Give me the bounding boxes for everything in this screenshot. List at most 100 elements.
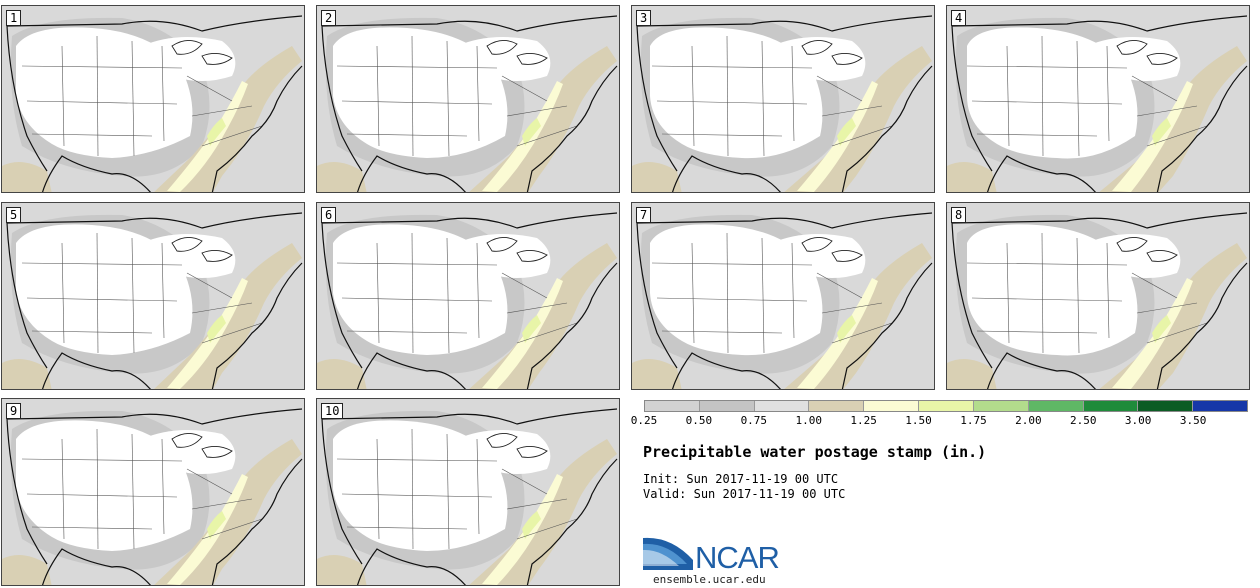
precip-water-map [2,6,304,192]
state-border [341,100,493,105]
pw-dry-region [1087,234,1181,278]
logo-url[interactable]: ensemble.ucar.edu [653,573,766,586]
pw-higher-band [482,81,563,192]
state-border [376,242,380,344]
page-title: Precipitable water postage stamp (in.) [643,443,987,461]
state-border [966,65,1128,69]
pw-dry-region [16,224,193,355]
pw-higher-band [167,474,248,585]
precip-water-map [947,6,1249,192]
precip-water-map [947,203,1249,389]
state-border [516,518,578,540]
precip-water-map [632,203,934,389]
pw-dry-region [457,430,551,474]
member-panel-8[interactable]: 8 [946,202,1250,390]
member-panel-2[interactable]: 2 [316,5,620,193]
pw-highest-band [522,511,541,539]
member-panel-1[interactable]: 1 [1,5,305,193]
state-border [816,272,863,299]
coastline [636,15,933,192]
great-lakes [486,433,548,458]
state-border [516,322,578,344]
precip-water-map [2,203,304,389]
state-border [516,125,578,147]
state-border [1006,45,1010,147]
colorbar-swatch [1192,401,1247,411]
state-border [651,65,813,69]
pw-higher-band [482,474,563,585]
state-border [131,40,135,157]
state-border [1041,35,1044,157]
state-border [26,297,178,302]
state-border [976,330,1098,334]
state-border [201,518,263,540]
member-number: 8 [951,207,967,223]
state-border [651,262,813,266]
pw-dry-region [142,430,236,474]
pw-dry-region [967,224,1138,356]
state-border [691,242,695,344]
member-panel-10[interactable]: 10 [316,398,620,586]
state-border [336,262,498,266]
coastline [321,15,618,192]
state-border [96,428,99,550]
great-lakes [486,40,548,65]
colorbar-swatch [863,401,919,411]
great-lakes [171,237,233,262]
state-border [691,45,695,147]
pw-dry-region [1087,37,1181,81]
state-border [816,75,863,102]
init-time-row: Init: Sun 2017-11-19 00 UTC [643,472,838,486]
member-panel-6[interactable]: 6 [316,202,620,390]
state-border [831,125,893,147]
great-lakes [1116,40,1178,65]
pw-highest-band [522,118,541,146]
member-number: 5 [6,207,22,223]
state-border [346,330,468,334]
colorbar-tick-label: 0.25 [630,414,658,427]
state-border [831,322,893,344]
member-panel-9[interactable]: 9 [1,398,305,586]
colorbar-tick-label: 2.00 [1015,414,1042,427]
colorbar-labels: 0.25 0.50 0.75 1.00 1.25 1.50 1.75 2.00 2.50 3.00… [631,414,1248,430]
member-number: 1 [6,10,22,26]
pw-moist-band [947,162,997,192]
coastline [951,212,1248,389]
member-number: 6 [321,207,337,223]
precip-water-map [317,203,619,389]
member-panel-5[interactable]: 5 [1,202,305,390]
state-border [1146,125,1208,147]
pw-moist-band [632,162,682,192]
state-border [821,105,883,117]
state-border [761,237,765,354]
state-border [1076,40,1080,157]
state-border [726,35,729,157]
state-border [446,433,450,550]
state-border [376,45,380,147]
precip-water-map [317,6,619,192]
member-panel-3[interactable]: 3 [631,5,935,193]
state-border [1146,322,1208,344]
great-lakes [801,237,863,262]
state-border [476,45,480,142]
state-border [661,133,783,137]
pw-dry-region [333,420,508,551]
precip-water-map [632,6,934,192]
state-border [201,322,263,344]
pw-moist-band [317,555,367,585]
coastline [6,408,303,585]
member-panel-7[interactable]: 7 [631,202,935,390]
state-border [341,297,493,302]
state-border [161,438,165,535]
colorbar-tick-label: 1.75 [960,414,987,427]
state-border [61,45,65,147]
pw-dry-region [650,27,823,159]
colorbar-swatch [808,401,864,411]
member-panel-4[interactable]: 4 [946,5,1250,193]
colorbar-tick-label: 1.25 [850,414,877,427]
member-number: 2 [321,10,337,26]
state-border [61,242,65,344]
coastline [636,212,933,389]
coastline [321,408,618,585]
state-border [161,45,165,142]
